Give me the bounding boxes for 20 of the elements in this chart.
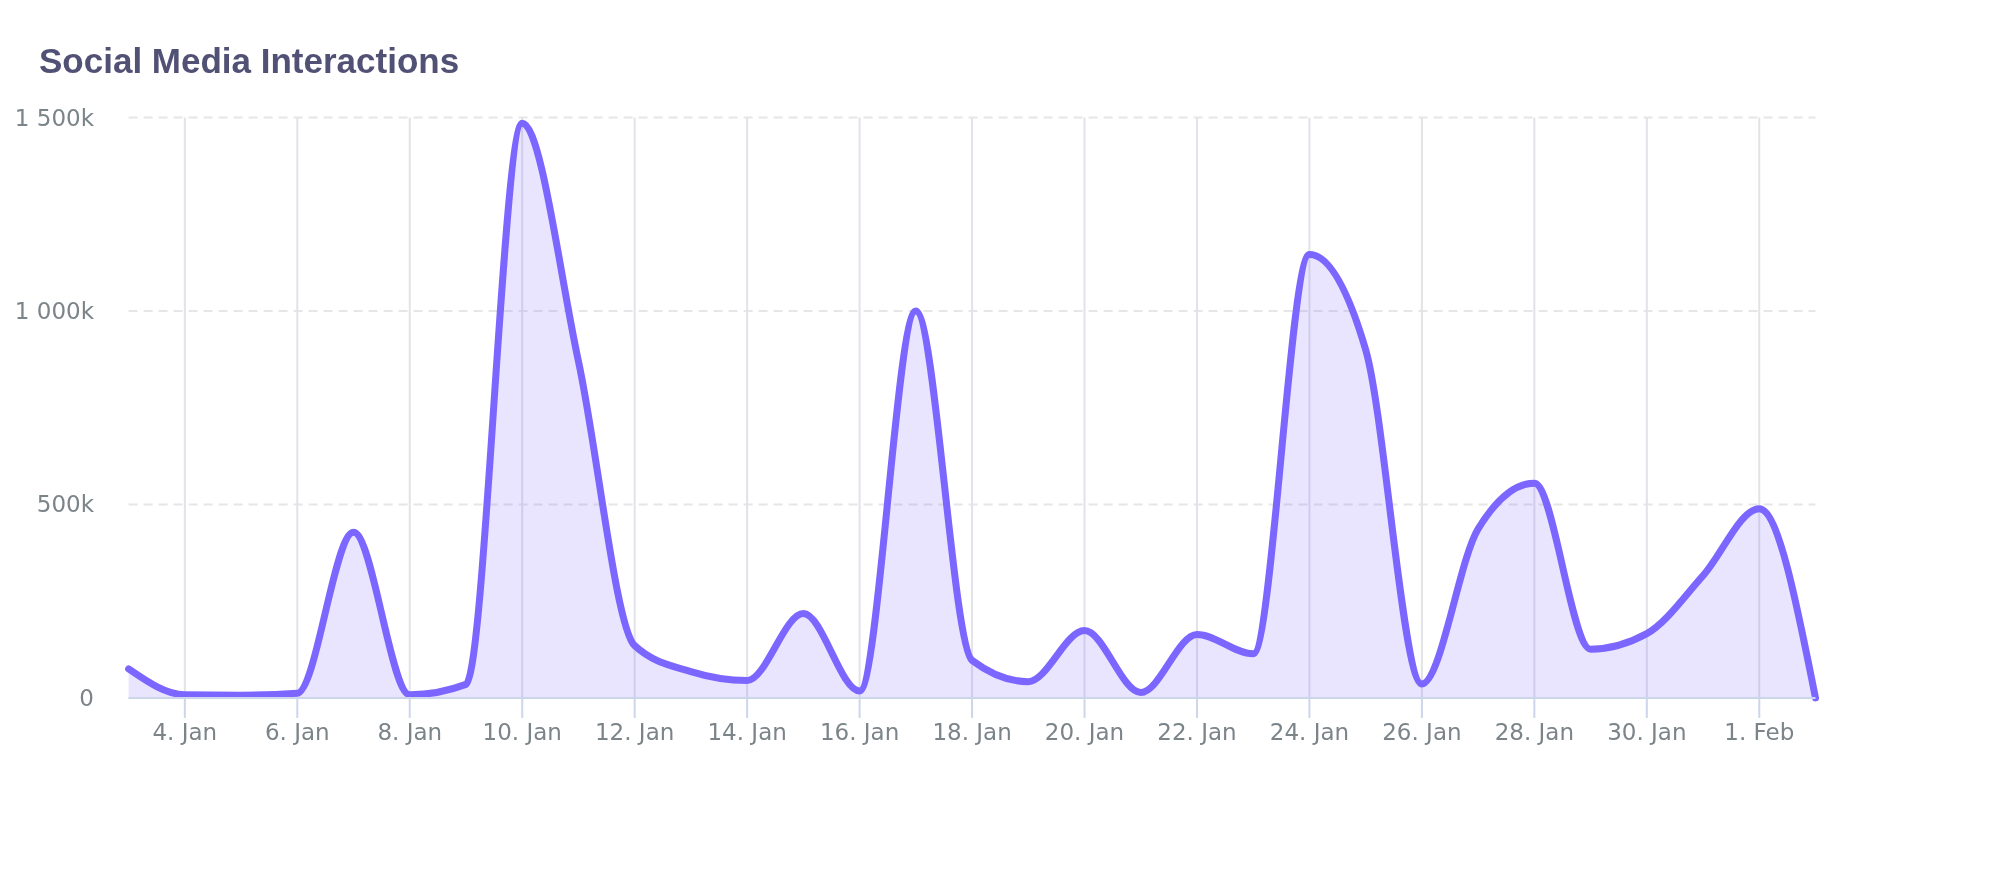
x-tick-label: 20. Jan: [1044, 719, 1125, 745]
x-tick-label: 12. Jan: [595, 719, 675, 745]
x-tick-label: 4. Jan: [152, 719, 218, 745]
x-tick-label: 22. Jan: [1157, 719, 1237, 745]
x-tick-label: 26. Jan: [1382, 719, 1462, 745]
x-tick-label: 28. Jan: [1494, 719, 1575, 745]
x-tick-label: 14. Jan: [707, 719, 787, 745]
x-tick-label: 10. Jan: [482, 719, 562, 745]
chart-title: Social Media Interactions: [39, 41, 460, 80]
y-tick-label: 1 000k: [14, 298, 95, 325]
x-tick-label: 24. Jan: [1269, 719, 1350, 745]
x-tick-label: 6. Jan: [264, 719, 330, 745]
x-tick-label: 8. Jan: [377, 719, 443, 745]
y-tick-label: 500k: [36, 491, 95, 518]
x-tick-label: 30. Jan: [1607, 719, 1687, 745]
x-tick-label: 16. Jan: [819, 719, 900, 745]
x-tick-label: 1. Feb: [1724, 719, 1795, 745]
x-tick-label: 18. Jan: [932, 719, 1012, 745]
y-tick-label: 0: [79, 684, 94, 711]
y-tick-label: 1 500k: [14, 104, 95, 131]
